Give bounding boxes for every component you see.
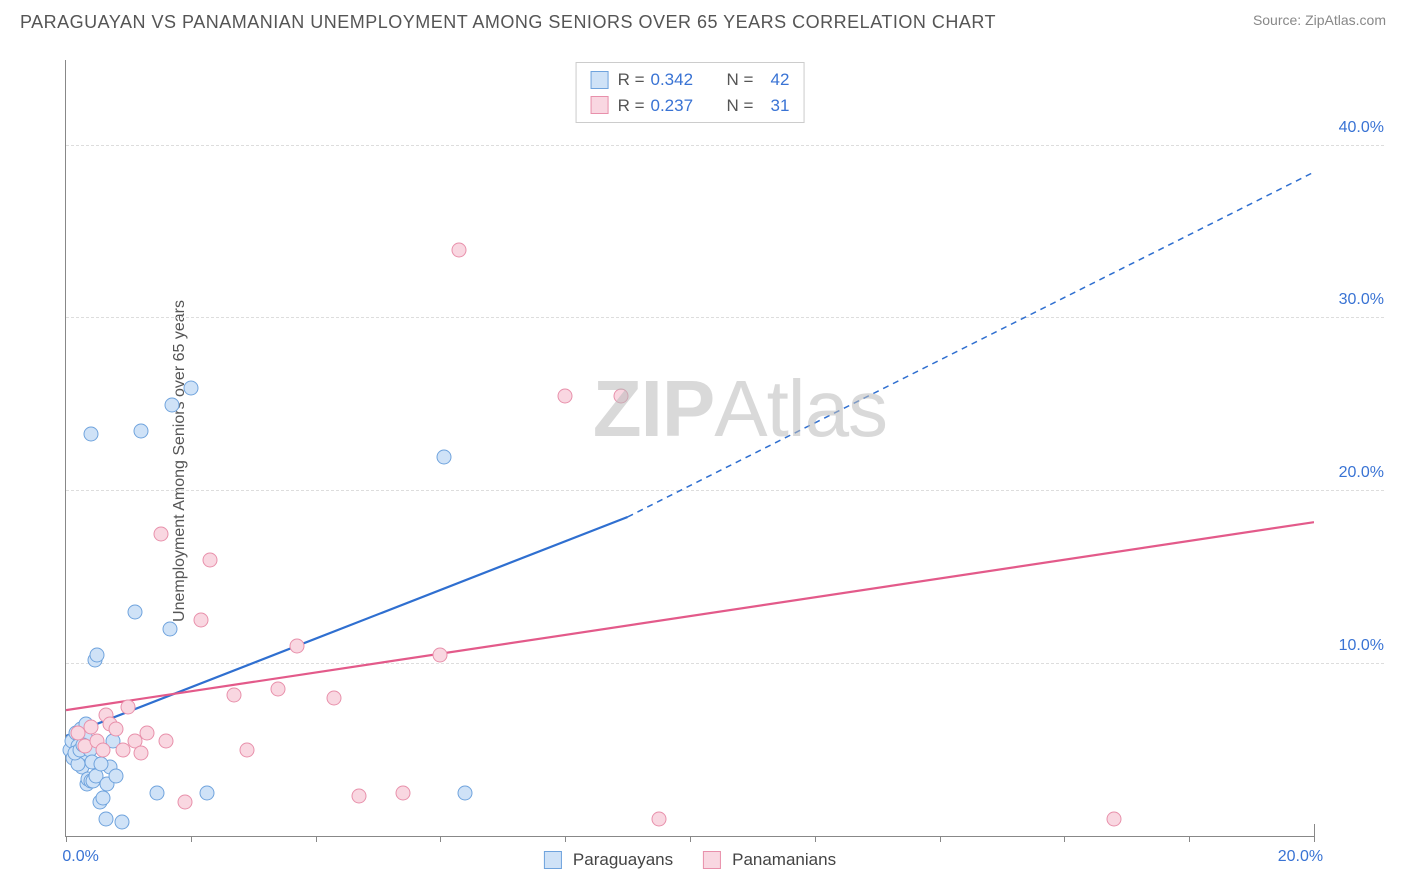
series-legend: Paraguayans Panamanians — [544, 850, 836, 870]
watermark: ZIPAtlas — [593, 363, 887, 455]
source-label: Source: — [1253, 12, 1305, 28]
gridline — [66, 663, 1384, 664]
data-point — [437, 449, 452, 464]
legend-row: R =0.237 N =31 — [591, 93, 790, 119]
data-point — [239, 742, 254, 757]
source-name: ZipAtlas.com — [1305, 12, 1386, 28]
legend-swatch — [591, 96, 609, 114]
data-point — [153, 527, 168, 542]
plot-area: R =0.342N =42R =0.237N =31 ZIPAtlas Para… — [65, 60, 1314, 837]
data-point — [183, 380, 198, 395]
data-point — [458, 785, 473, 800]
n-label: N = — [727, 93, 754, 119]
data-point — [352, 789, 367, 804]
data-point — [327, 691, 342, 706]
data-point — [98, 811, 113, 826]
legend-item: Panamanians — [703, 850, 836, 870]
x-tick — [1064, 836, 1065, 842]
data-point — [452, 242, 467, 257]
y-tick-label: 20.0% — [1339, 464, 1384, 482]
x-tick — [940, 836, 941, 842]
data-point — [96, 742, 111, 757]
gridline — [66, 490, 1384, 491]
legend-swatch — [703, 851, 721, 869]
data-point — [93, 756, 108, 771]
correlation-legend: R =0.342 N =42 R =0.237 N =31 — [576, 62, 805, 123]
x-tick — [440, 836, 441, 842]
data-point — [121, 699, 136, 714]
data-point — [150, 785, 165, 800]
source-credit: Source: ZipAtlas.com — [1253, 12, 1386, 28]
x-tick-label: 0.0% — [62, 848, 98, 866]
legend-item: Paraguayans — [544, 850, 673, 870]
data-point — [614, 389, 629, 404]
n-label: N = — [727, 67, 754, 93]
data-point — [83, 720, 98, 735]
legend-swatch — [591, 71, 609, 89]
x-tick — [66, 836, 67, 842]
chart-title: PARAGUAYAN VS PANAMANIAN UNEMPLOYMENT AM… — [20, 12, 996, 33]
gridline — [66, 317, 1384, 318]
series-name: Panamanians — [732, 850, 836, 870]
n-value: 42 — [759, 67, 789, 93]
data-point — [433, 647, 448, 662]
data-point — [133, 746, 148, 761]
data-point — [177, 794, 192, 809]
x-tick — [316, 836, 317, 842]
x-tick — [191, 836, 192, 842]
gridline — [66, 145, 1384, 146]
x-tick — [1189, 836, 1190, 842]
trend-lines — [66, 60, 1314, 836]
data-point — [108, 768, 123, 783]
data-point — [108, 722, 123, 737]
data-point — [165, 397, 180, 412]
data-point — [158, 734, 173, 749]
legend-swatch — [544, 851, 562, 869]
data-point — [558, 389, 573, 404]
y-tick-label: 40.0% — [1339, 119, 1384, 137]
x-tick — [690, 836, 691, 842]
chart-container: Unemployment Among Seniors over 65 years… — [25, 40, 1394, 882]
x-axis-end-tick — [1314, 824, 1315, 836]
x-tick-label: 20.0% — [1278, 848, 1323, 866]
data-point — [83, 427, 98, 442]
r-value: 0.342 — [651, 67, 711, 93]
data-point — [115, 815, 130, 830]
legend-row: R =0.342 N =42 — [591, 67, 790, 93]
data-point — [140, 725, 155, 740]
data-point — [200, 785, 215, 800]
x-tick — [815, 836, 816, 842]
data-point — [96, 791, 111, 806]
r-value: 0.237 — [651, 93, 711, 119]
data-point — [90, 647, 105, 662]
data-point — [133, 423, 148, 438]
data-point — [162, 622, 177, 637]
r-label: R = — [618, 93, 645, 119]
data-point — [202, 553, 217, 568]
data-point — [651, 811, 666, 826]
n-value: 31 — [759, 93, 789, 119]
data-point — [127, 604, 142, 619]
x-tick — [1314, 836, 1315, 842]
data-point — [271, 682, 286, 697]
data-point — [193, 613, 208, 628]
data-point — [395, 785, 410, 800]
x-tick — [565, 836, 566, 842]
data-point — [1107, 811, 1122, 826]
data-point — [289, 639, 304, 654]
y-tick-label: 10.0% — [1339, 637, 1384, 655]
r-label: R = — [618, 67, 645, 93]
series-name: Paraguayans — [573, 850, 673, 870]
y-tick-label: 30.0% — [1339, 291, 1384, 309]
data-point — [227, 687, 242, 702]
